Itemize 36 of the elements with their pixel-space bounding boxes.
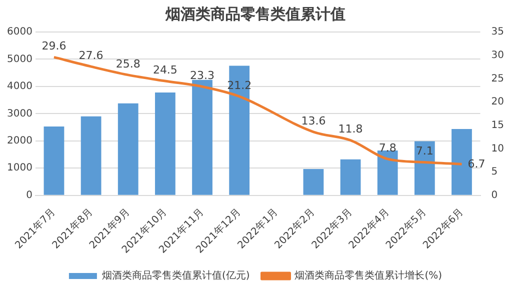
y-tick-label: 1000 [6,162,32,174]
y-tick-label: 5000 [6,54,32,65]
bar [118,103,138,195]
y-tick-label: 0 [26,190,32,201]
y-tick-label: 6000 [6,26,32,38]
y2-tick-label: 15 [491,120,504,131]
bar [377,150,398,195]
bar [192,80,212,195]
data-label: 11.8 [338,122,363,136]
bar [44,126,64,195]
data-label: 13.6 [301,114,326,128]
data-label: 25.8 [116,57,140,70]
y-tick-label: 2000 [6,136,32,147]
bar [414,141,435,195]
y2-tick-label: 30 [491,50,504,61]
chart-title: 烟酒类商品零售类值累计值 [164,4,346,23]
bar [303,168,324,195]
bar [154,92,176,195]
data-label: 23.3 [190,68,215,82]
y2-tick-label: 25 [491,73,504,84]
bar [229,66,250,195]
y-tick-label: 4000 [6,81,32,92]
data-label: 27.6 [78,48,104,62]
y2-tick-label: 35 [491,26,504,38]
legend-label: 烟酒类商品零售类值累计增长(%) [294,270,442,282]
data-label: 29.6 [42,40,66,53]
y-tick-label: 3000 [6,108,32,120]
y2-tick-label: 20 [491,96,504,108]
y2-tick-label: 5 [491,166,498,178]
y2-tick-label: 0 [491,190,498,201]
legend-label: 烟酒类商品零售类值累计值(亿元) [102,270,250,282]
data-label: 24.5 [152,63,178,76]
bar [340,159,361,195]
y2-tick-label: 10 [491,143,504,154]
bar [80,116,102,195]
data-label: 7.1 [416,144,434,158]
